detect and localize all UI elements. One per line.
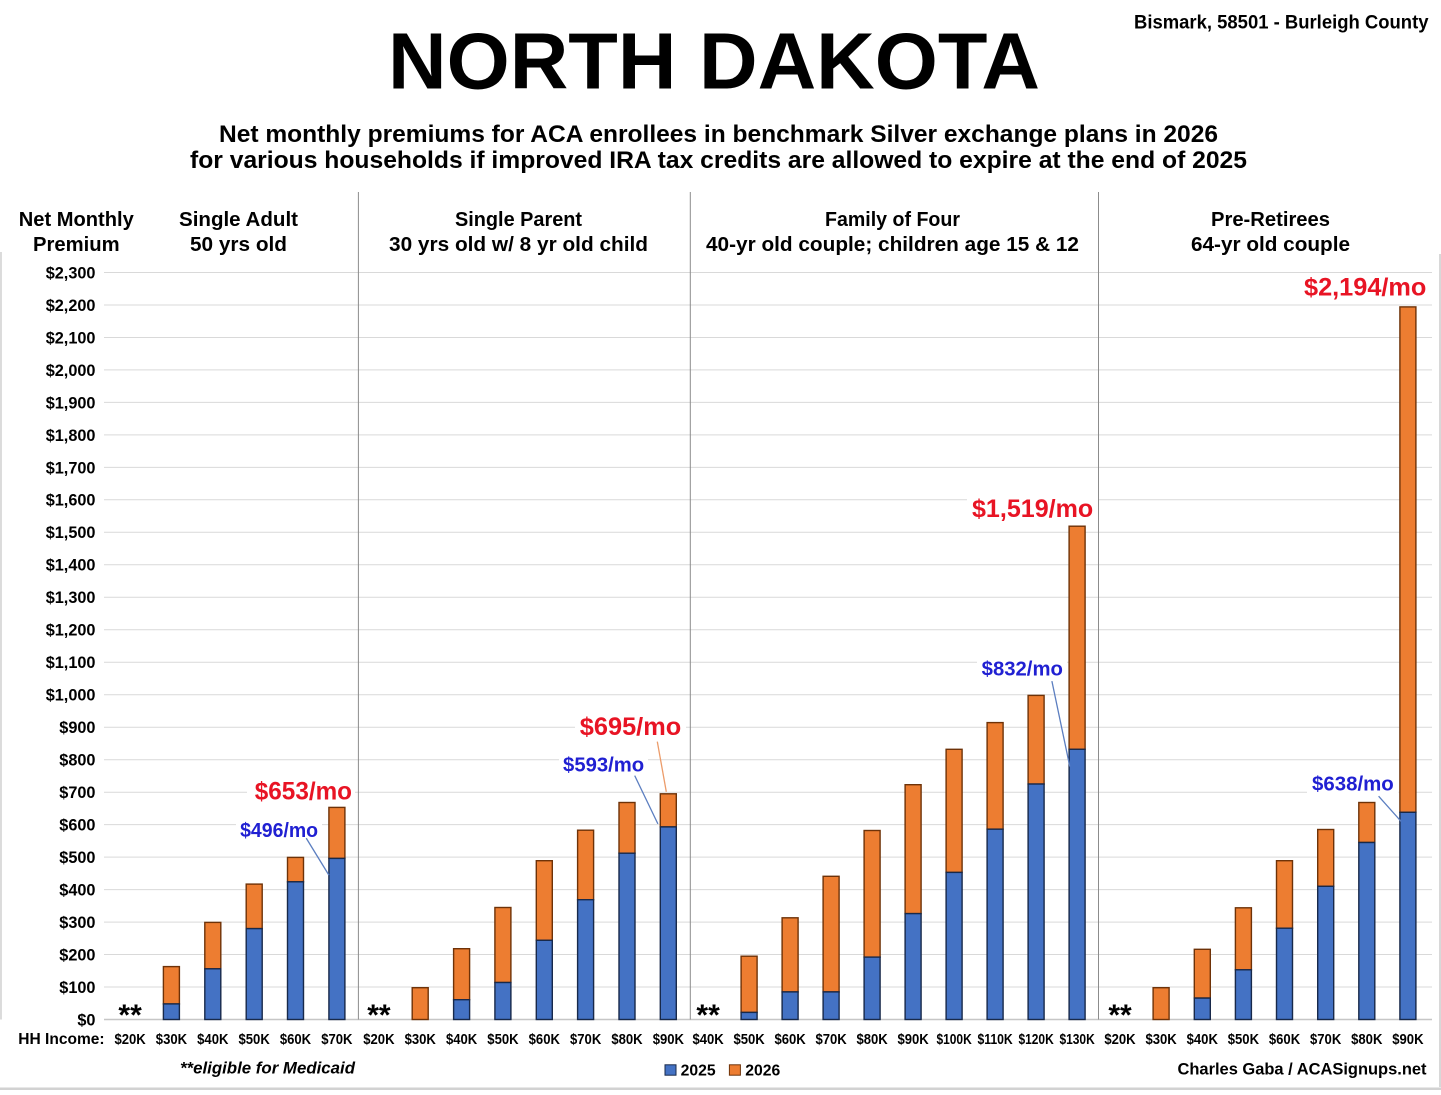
svg-text:$100: $100 [59, 979, 95, 997]
svg-text:$1,200: $1,200 [46, 622, 96, 640]
svg-text:$700: $700 [59, 784, 95, 802]
svg-text:$60K: $60K [774, 1032, 806, 1048]
svg-text:$2,000: $2,000 [46, 362, 96, 380]
svg-text:$400: $400 [59, 881, 95, 899]
svg-text:$40K: $40K [1187, 1032, 1219, 1048]
svg-text:$1,000: $1,000 [46, 687, 96, 705]
svg-text:$1,600: $1,600 [46, 492, 96, 510]
svg-text:$50K: $50K [1228, 1032, 1260, 1048]
svg-text:$30K: $30K [405, 1032, 437, 1048]
svg-text:$200: $200 [59, 946, 95, 964]
svg-text:Pre-Retirees: Pre-Retirees [1211, 209, 1330, 231]
svg-text:$20K: $20K [114, 1032, 146, 1048]
svg-text:Family of Four: Family of Four [825, 209, 960, 231]
svg-text:Premium: Premium [33, 234, 120, 256]
svg-text:$70K: $70K [1310, 1032, 1342, 1048]
svg-text:$80K: $80K [1351, 1032, 1383, 1048]
svg-text:$1,900: $1,900 [46, 394, 96, 412]
svg-text:$496/mo: $496/mo [240, 820, 318, 842]
svg-text:$90K: $90K [653, 1032, 685, 1048]
svg-text:$40K: $40K [692, 1032, 724, 1048]
svg-text:30 yrs old w/ 8 yr old child: 30 yrs old w/ 8 yr old child [389, 234, 648, 256]
svg-text:Bismark, 58501 - Burleigh Coun: Bismark, 58501 - Burleigh County [1134, 13, 1429, 34]
svg-text:$0: $0 [77, 1011, 95, 1029]
svg-text:2025: 2025 [681, 1063, 716, 1080]
svg-text:$50K: $50K [239, 1032, 271, 1048]
svg-text:$130K: $130K [1059, 1032, 1095, 1048]
svg-text:$60K: $60K [529, 1032, 561, 1048]
svg-text:$1,500: $1,500 [46, 524, 96, 542]
svg-text:for various households if impr: for various households if improved IRA t… [190, 147, 1247, 174]
svg-text:$60K: $60K [280, 1032, 312, 1048]
svg-text:$1,519/mo: $1,519/mo [972, 495, 1093, 523]
svg-text:**: ** [118, 999, 142, 1032]
svg-text:$2,194/mo: $2,194/mo [1304, 274, 1426, 302]
svg-text:$80K: $80K [611, 1032, 643, 1048]
svg-text:$1,100: $1,100 [46, 654, 96, 672]
svg-text:$100K: $100K [936, 1032, 972, 1048]
svg-text:Single Parent: Single Parent [455, 209, 582, 231]
svg-text:$30K: $30K [1145, 1032, 1177, 1048]
svg-text:$90K: $90K [1392, 1032, 1424, 1048]
svg-text:$120K: $120K [1018, 1032, 1054, 1048]
svg-text:$110K: $110K [977, 1032, 1013, 1048]
svg-text:$300: $300 [59, 914, 95, 932]
svg-text:40-yr old couple; children age: 40-yr old couple; children age 15 & 12 [706, 234, 1079, 256]
svg-text:$60K: $60K [1269, 1032, 1301, 1048]
svg-text:$80K: $80K [856, 1032, 888, 1048]
svg-text:$30K: $30K [156, 1032, 188, 1048]
svg-text:$800: $800 [59, 752, 95, 770]
svg-text:NORTH DAKOTA: NORTH DAKOTA [388, 17, 1040, 106]
svg-text:**: ** [367, 999, 391, 1032]
svg-text:**: ** [1108, 999, 1132, 1032]
svg-text:$900: $900 [59, 719, 95, 737]
svg-text:$20K: $20K [1104, 1032, 1136, 1048]
svg-text:$695/mo: $695/mo [580, 713, 681, 741]
svg-text:50 yrs old: 50 yrs old [190, 234, 287, 256]
svg-text:$70K: $70K [570, 1032, 602, 1048]
svg-text:$50K: $50K [487, 1032, 519, 1048]
svg-text:$653/mo: $653/mo [255, 777, 352, 805]
svg-text:2026: 2026 [745, 1063, 780, 1080]
svg-text:$593/mo: $593/mo [563, 754, 644, 776]
svg-text:$1,700: $1,700 [46, 459, 96, 477]
svg-text:$2,200: $2,200 [46, 297, 96, 315]
svg-text:$600: $600 [59, 817, 95, 835]
svg-text:$50K: $50K [733, 1032, 765, 1048]
svg-text:HH Income:: HH Income: [18, 1031, 104, 1048]
svg-text:$40K: $40K [446, 1032, 478, 1048]
svg-text:Net monthly premiums for ACA e: Net monthly premiums for ACA enrollees i… [219, 121, 1218, 148]
svg-text:**: ** [696, 999, 720, 1032]
svg-text:$832/mo: $832/mo [982, 659, 1063, 681]
svg-text:$1,800: $1,800 [46, 427, 96, 445]
svg-text:Single Adult: Single Adult [179, 209, 298, 231]
svg-text:$20K: $20K [363, 1032, 395, 1048]
svg-text:$40K: $40K [197, 1032, 229, 1048]
svg-text:$1,300: $1,300 [46, 589, 96, 607]
svg-text:$638/mo: $638/mo [1312, 773, 1394, 795]
svg-text:$90K: $90K [897, 1032, 929, 1048]
svg-text:64-yr old couple: 64-yr old couple [1191, 234, 1350, 256]
svg-text:$70K: $70K [321, 1032, 353, 1048]
svg-text:$2,300: $2,300 [46, 264, 96, 282]
svg-text:Net Monthly: Net Monthly [19, 209, 135, 231]
svg-text:$500: $500 [59, 849, 95, 867]
svg-text:**eligible for Medicaid: **eligible for Medicaid [180, 1059, 356, 1078]
svg-text:$1,400: $1,400 [46, 557, 96, 575]
svg-text:$2,100: $2,100 [46, 329, 96, 347]
svg-text:$70K: $70K [815, 1032, 847, 1048]
svg-text:Charles Gaba / ACASignups.net: Charles Gaba / ACASignups.net [1178, 1061, 1428, 1079]
